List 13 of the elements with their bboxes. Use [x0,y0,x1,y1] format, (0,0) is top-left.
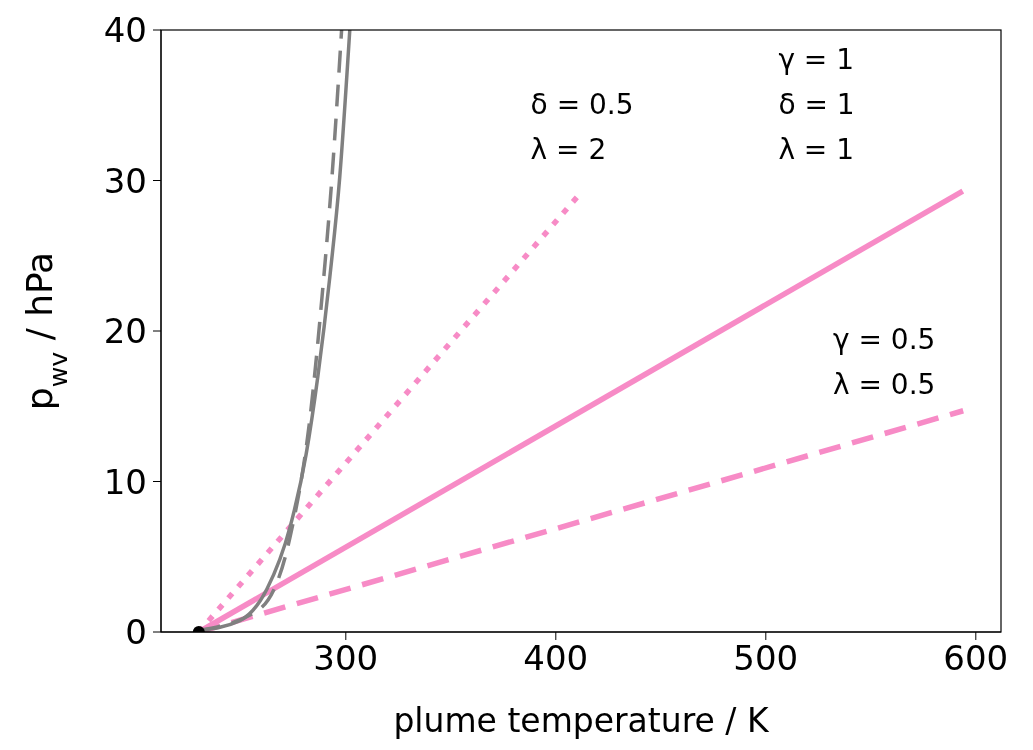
x-axis-title: plume temperature / K [393,701,770,740]
y-tick-label: 20 [103,311,147,352]
x-tick-label: 300 [313,638,379,679]
annotation: γ = 0.5 λ = 0.5 [833,322,936,401]
x-tick-label: 400 [523,638,589,679]
y-tick-label: 30 [103,160,147,201]
annotation: γ = 1 δ = 1 λ = 1 [778,43,855,167]
x-tick-label: 600 [943,638,1009,679]
y-tick-label: 10 [103,461,147,502]
y-tick-label: 0 [125,612,147,653]
x-tick-label: 500 [733,638,799,679]
annotation: δ = 0.5 λ = 2 [530,88,634,167]
y-tick-label: 40 [103,10,147,51]
